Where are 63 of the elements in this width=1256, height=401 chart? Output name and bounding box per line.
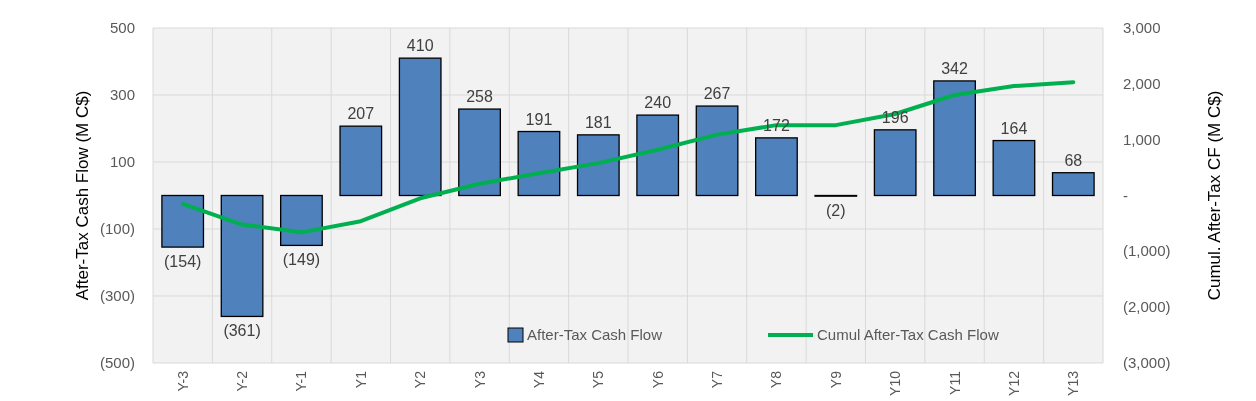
- data-label: 342: [941, 59, 969, 77]
- x-tick-label: Y-1: [293, 370, 310, 392]
- x-tick-label: Y7: [709, 370, 726, 389]
- data-label: (2): [826, 202, 846, 220]
- data-label: 172: [763, 116, 790, 134]
- bar: [398, 57, 442, 197]
- data-label: 68: [1064, 151, 1083, 169]
- y-tick-label: 500: [109, 19, 135, 36]
- x-tick-label: Y2: [412, 370, 429, 389]
- y2-tick-label: 3,000: [1123, 19, 1161, 36]
- x-tick-label: Y12: [1005, 370, 1022, 396]
- bar: [517, 130, 561, 197]
- y2-tick-label: (1,000): [1123, 242, 1171, 260]
- data-label: (361): [223, 322, 261, 340]
- y2-axis-title: Cumul. After-Tax CF (M C$): [1205, 90, 1224, 301]
- y2-tick-label: 1,000: [1123, 130, 1161, 148]
- y2-tick-label: (3,000): [1123, 354, 1171, 371]
- bar: [1051, 172, 1095, 197]
- bar: [636, 114, 680, 197]
- y-tick-label: (500): [99, 354, 135, 371]
- y-tick-label: (300): [99, 287, 135, 304]
- bar: [695, 105, 739, 197]
- y-tick-label: 300: [109, 86, 135, 103]
- bar: [280, 194, 323, 247]
- data-label: 164: [1000, 119, 1028, 137]
- y-tick-label: 100: [109, 153, 135, 170]
- data-label: 240: [644, 94, 672, 112]
- y-axis-title: After-Tax Cash Flow (M C$): [73, 90, 92, 301]
- x-tick-label: Y-3: [174, 370, 191, 392]
- data-label: 258: [466, 88, 494, 106]
- data-label: (149): [282, 251, 321, 269]
- x-tick-label: Y6: [649, 370, 666, 389]
- x-tick-label: Y3: [471, 370, 488, 389]
- bar: [755, 137, 798, 197]
- data-label: (154): [164, 253, 202, 271]
- x-tick-label: Y-2: [234, 370, 251, 392]
- x-tick-label: Y5: [590, 370, 607, 389]
- bar: [992, 139, 1036, 197]
- data-label: 181: [584, 113, 612, 131]
- legend-label: After-Tax Cash Flow: [527, 326, 663, 343]
- legend-label: Cumul After-Tax Cash Flow: [817, 326, 999, 343]
- bar: [458, 108, 501, 197]
- y2-tick-label: 2,000: [1123, 74, 1161, 92]
- x-tick-label: Y9: [827, 370, 844, 389]
- x-tick-label: Y8: [768, 370, 785, 389]
- x-tick-label: Y4: [530, 370, 547, 389]
- data-label: 207: [347, 105, 375, 123]
- bar: [220, 194, 264, 318]
- y-tick-label: (100): [99, 220, 135, 237]
- bar: [873, 129, 917, 197]
- bar: [339, 125, 383, 197]
- x-tick-label: Y10: [887, 370, 904, 396]
- bar: [161, 194, 205, 248]
- data-label: 410: [406, 37, 434, 55]
- x-tick-label: Y11: [946, 370, 963, 395]
- x-tick-label: Y13: [1065, 370, 1082, 396]
- y2-tick-label: (2,000): [1123, 298, 1171, 316]
- bar: [576, 134, 620, 197]
- data-label: 191: [525, 110, 553, 128]
- x-tick-label: Y1: [352, 370, 369, 389]
- y2-tick-label: -: [1123, 186, 1128, 204]
- data-label: 267: [703, 85, 731, 103]
- bar: [933, 80, 976, 197]
